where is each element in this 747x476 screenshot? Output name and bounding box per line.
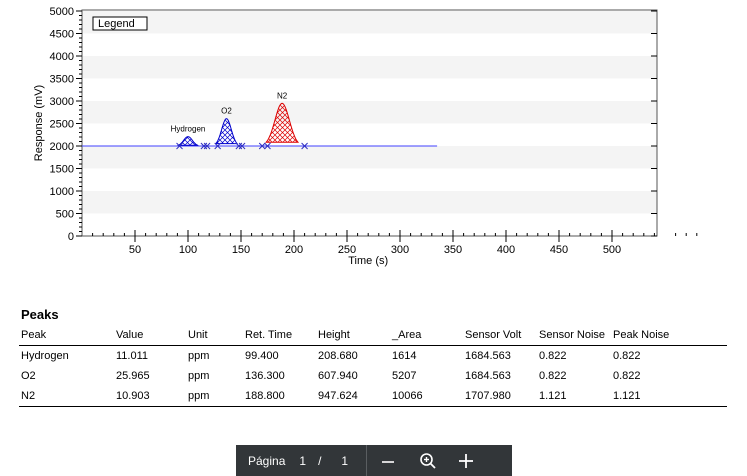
page-label: Página <box>248 453 286 468</box>
table-cell: 10.903 <box>114 386 186 407</box>
peak-boundary-marker <box>258 142 266 150</box>
y-tick-label: 0 <box>68 231 74 243</box>
x-tick-label: 450 <box>550 244 568 256</box>
table-cell: N2 <box>19 386 114 407</box>
x-tick-label: 250 <box>338 244 356 256</box>
table-cell: ppm <box>186 386 243 407</box>
y-tick-label: 2500 <box>50 119 74 131</box>
y-tick-label: 3000 <box>50 96 74 108</box>
x-tick-label: 500 <box>603 244 621 256</box>
column-header: Ret. Time <box>243 324 316 346</box>
peak-boundary-marker <box>301 142 308 150</box>
add-icon[interactable] <box>453 448 479 474</box>
column-header: Peak <box>19 324 114 346</box>
column-header: Height <box>316 324 390 346</box>
table-cell: 1684.563 <box>465 350 511 362</box>
zoom-in-icon[interactable] <box>415 448 441 474</box>
table-cell: 0.822 <box>539 350 567 362</box>
table-cell: ppm <box>188 350 210 362</box>
x-tick-label: 150 <box>232 244 250 256</box>
peak-area <box>214 118 239 145</box>
table-cell: 947.624 <box>316 386 390 407</box>
table-cell: 136.300 <box>245 370 285 382</box>
table-cell: 1707.980 <box>463 386 537 407</box>
table-cell: 1.121 <box>537 386 611 407</box>
table-cell: 1614 <box>392 350 417 362</box>
grid-band <box>82 56 657 79</box>
column-header: _Area <box>390 324 463 346</box>
table-cell: 5207 <box>392 370 417 382</box>
y-tick-label: 5000 <box>50 6 74 18</box>
pdf-page-toolbar: Página 1 / 1 <box>236 445 512 476</box>
toolbar-divider <box>366 445 368 476</box>
column-header: Peak Noise <box>611 324 727 346</box>
peaks-header-row: Peak Value Unit Ret. Time Height _Area S… <box>19 324 727 346</box>
grid-band <box>82 146 657 169</box>
x-tick-label: 350 <box>444 244 462 256</box>
table-cell: O2 <box>21 370 36 382</box>
grid-band <box>82 11 657 34</box>
table-row: Hydrogen 11.011 ppm 99.400 208.680 1614 … <box>19 346 727 367</box>
peak-label: Hydrogen <box>171 125 206 134</box>
table-cell: 25.965 <box>116 370 150 382</box>
table-cell: 0.822 <box>539 370 567 382</box>
table-cell: 10066 <box>390 386 463 407</box>
x-tick-label: 200 <box>285 244 303 256</box>
peak-label: N2 <box>277 91 288 100</box>
grid-band <box>82 101 657 124</box>
page-separator: / <box>318 453 322 468</box>
table-cell: Hydrogen <box>21 350 69 362</box>
table-row: O2 25.965 ppm 136.300 607.940 5207 1684.… <box>19 366 727 386</box>
table-cell: 607.940 <box>318 370 358 382</box>
table-cell: 11.011 <box>116 350 149 362</box>
y-tick-label: 1500 <box>50 164 74 176</box>
table-cell: 0.822 <box>613 350 641 362</box>
table-cell: 99.400 <box>245 350 279 362</box>
y-tick-label: 4000 <box>50 51 74 63</box>
peak-boundary-marker <box>238 142 246 150</box>
column-header: Sensor Volt <box>463 324 537 346</box>
zoom-out-icon[interactable] <box>375 448 401 474</box>
y-tick-label: 3500 <box>50 74 74 86</box>
peak-boundary-marker <box>264 142 271 150</box>
peak-boundary-marker <box>214 142 222 150</box>
y-tick-label: 4500 <box>50 29 74 41</box>
peak-boundary-marker <box>203 142 211 150</box>
legend-label: Legend <box>98 18 135 30</box>
y-axis-title: Response (mV) <box>33 85 45 161</box>
peak-boundary-marker <box>176 142 183 150</box>
table-cell: 0.822 <box>613 370 641 382</box>
table-cell: 188.800 <box>243 386 316 407</box>
column-header: Sensor Noise <box>537 324 611 346</box>
table-cell: ppm <box>188 370 210 382</box>
page-total: 1 <box>341 453 349 468</box>
x-axis-title: Time (s) <box>348 255 388 267</box>
peak-boundary-marker <box>200 142 208 150</box>
peak-label: O2 <box>221 107 232 116</box>
x-tick-label: 300 <box>391 244 409 256</box>
column-header: Unit <box>186 324 243 346</box>
y-tick-label: 2000 <box>50 141 74 153</box>
table-cell: 1684.563 <box>465 370 511 382</box>
table-cell: 1.121 <box>611 386 727 407</box>
legend-box <box>92 16 148 31</box>
page-number-input[interactable]: 1 <box>299 453 307 468</box>
peak-area <box>177 136 199 146</box>
peaks-table: Peak Value Unit Ret. Time Height _Area S… <box>19 324 727 407</box>
table-row: N2 10.903 ppm 188.800 947.624 10066 1707… <box>19 386 727 407</box>
peak-area <box>265 102 300 143</box>
table-cell: 208.680 <box>318 350 358 362</box>
grid-band <box>82 191 657 214</box>
peaks-title: Peaks <box>21 307 59 322</box>
x-tick-label: 400 <box>497 244 515 256</box>
y-tick-label: 1000 <box>50 186 74 198</box>
peak-boundary-marker <box>235 142 243 150</box>
x-tick-label: 100 <box>179 244 197 256</box>
x-tick-label: 50 <box>129 244 141 256</box>
chromatogram-chart: 0 500 1000 1500 2000 2500 3000 3500 4000 4500 5000… <box>33 6 698 267</box>
column-header: Value <box>114 324 186 346</box>
y-tick-label: 500 <box>56 209 74 221</box>
